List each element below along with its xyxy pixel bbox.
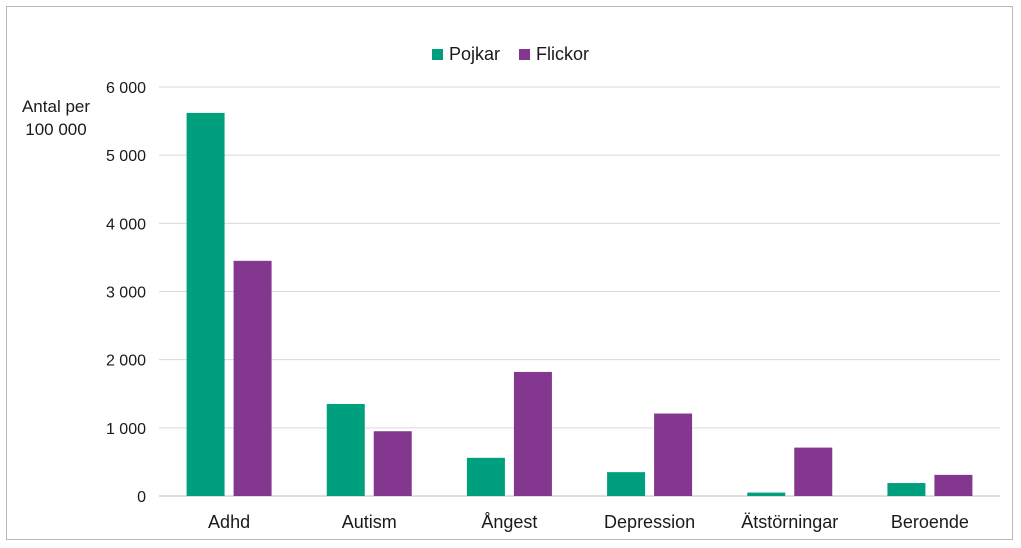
x-tick-label: Ätstörningar xyxy=(741,512,838,532)
bar-flickor-5 xyxy=(934,474,973,496)
bar-flickor-0 xyxy=(233,260,272,496)
bar-flickor-3 xyxy=(654,413,693,496)
x-tick-label: Ångest xyxy=(481,512,537,532)
legend-swatch-pojkar xyxy=(431,49,443,60)
y-tick-label: 6 000 xyxy=(106,80,146,97)
x-tick-label: Autism xyxy=(342,512,397,532)
bar-pojkar-2 xyxy=(466,457,505,496)
y-tick-label: 1 000 xyxy=(106,421,146,438)
bar-pojkar-5 xyxy=(887,483,926,496)
x-tick-label: Beroende xyxy=(891,512,969,532)
legend-label-flickor: Flickor xyxy=(536,44,590,64)
legend-item-pojkar: Pojkar xyxy=(431,44,500,65)
chart-frame xyxy=(6,6,1013,540)
legend: Pojkar Flickor xyxy=(0,44,1021,65)
legend-swatch-flickor xyxy=(519,49,531,60)
y-tick-label: 2 000 xyxy=(106,353,146,370)
bar-pojkar-1 xyxy=(326,403,365,496)
bar-flickor-4 xyxy=(794,447,833,496)
bar-flickor-2 xyxy=(513,371,552,496)
bar-flickor-1 xyxy=(373,431,412,496)
x-tick-label: Adhd xyxy=(208,512,250,532)
legend-label-pojkar: Pojkar xyxy=(448,44,500,64)
y-axis-label: Antal per 100 000 xyxy=(21,97,91,139)
legend-item-flickor: Flickor xyxy=(519,44,589,65)
x-tick-label: Depression xyxy=(604,512,695,532)
y-tick-label: 0 xyxy=(137,489,146,506)
y-tick-label: 5 000 xyxy=(106,148,146,165)
y-tick-label: 4 000 xyxy=(106,216,146,233)
bar-pojkar-0 xyxy=(186,112,225,497)
bar-pojkar-3 xyxy=(607,472,646,496)
y-tick-label: 3 000 xyxy=(106,285,146,302)
bar-pojkar-4 xyxy=(747,492,786,496)
